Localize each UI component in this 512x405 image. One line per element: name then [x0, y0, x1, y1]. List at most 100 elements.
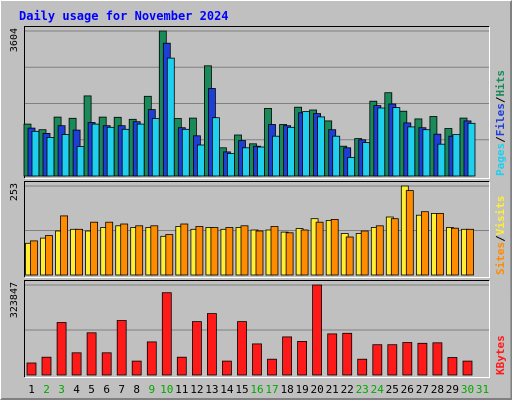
bar-sites-day-11	[180, 223, 189, 276]
bar-kbytes-day-4	[71, 352, 82, 376]
bar-pages-day-5	[91, 123, 100, 177]
bar-sites-day-16	[255, 230, 264, 276]
bar-kbytes-day-1	[26, 362, 37, 376]
x-tick-label-30: 30	[461, 383, 474, 396]
bar-kbytes-day-8	[131, 360, 142, 376]
x-tick-label-26: 26	[401, 383, 414, 396]
bar-kbytes-day-29	[447, 357, 458, 376]
bar-pages-day-10	[166, 57, 175, 177]
x-tick-label-17: 17	[265, 383, 278, 396]
bar-kbytes-day-12	[191, 321, 202, 376]
bar-pages-day-6	[106, 126, 115, 177]
bar-pages-day-14	[226, 153, 235, 177]
bar-sites-day-13	[210, 227, 219, 276]
chart-title: Daily usage for November 2024	[19, 9, 229, 23]
x-tick-label-3: 3	[58, 383, 65, 396]
bar-sites-day-22	[345, 236, 354, 276]
panel-middle-border-light	[24, 181, 490, 278]
bar-sites-day-27	[420, 211, 429, 276]
bar-sites-day-3	[60, 215, 68, 276]
x-tick-label-6: 6	[103, 383, 110, 396]
bar-sites-day-20	[315, 221, 324, 276]
bar-kbytes-day-16	[252, 343, 262, 376]
x-tick-label-8: 8	[133, 383, 140, 396]
bar-sites-day-23	[360, 230, 369, 276]
bar-kbytes-day-17	[267, 358, 277, 376]
x-tick-label-9: 9	[148, 383, 155, 396]
bar-pages-day-3	[61, 134, 70, 177]
panel-middle-border-dark	[24, 181, 490, 278]
bar-kbytes-day-5	[86, 332, 97, 376]
bar-pages-day-16	[257, 146, 265, 177]
bar-sites-day-26	[405, 190, 414, 276]
x-tick-label-13: 13	[205, 383, 218, 396]
x-tick-label-22: 22	[341, 383, 354, 396]
bar-kbytes-day-15	[237, 321, 247, 376]
bar-sites-day-19	[300, 229, 309, 276]
x-tick-label-15: 15	[235, 383, 248, 396]
bar-kbytes-day-28	[432, 342, 443, 376]
bar-sites-day-18	[285, 232, 294, 276]
bar-sites-day-10	[165, 234, 174, 276]
bar-kbytes-day-24	[372, 344, 383, 376]
bar-pages-day-30	[467, 122, 476, 177]
legend-kbytes: KBytes	[494, 335, 507, 375]
bar-pages-day-2	[46, 136, 55, 177]
bar-kbytes-day-9	[146, 341, 157, 376]
x-tick-label-10: 10	[160, 383, 173, 396]
bar-sites-day-1	[30, 240, 38, 276]
x-tick-label-11: 11	[175, 383, 188, 396]
x-tick-label-12: 12	[190, 383, 203, 396]
x-tick-label-18: 18	[280, 383, 293, 396]
bar-pages-day-23	[362, 142, 371, 177]
bar-kbytes-day-3	[56, 322, 67, 376]
x-tick-label-25: 25	[386, 383, 399, 396]
bar-kbytes-day-21	[327, 333, 338, 376]
bar-pages-day-18	[287, 126, 296, 177]
bar-sites-day-17	[270, 226, 279, 276]
bar-sites-day-5	[90, 221, 98, 276]
bar-pages-day-13	[211, 117, 220, 177]
bar-sites-day-7	[120, 223, 129, 276]
bar-sites-day-6	[105, 221, 114, 276]
legend-files: Files	[494, 103, 507, 136]
bar-kbytes-day-30	[462, 360, 473, 376]
panel-bottom-ymax-label: 323847	[9, 282, 20, 318]
bar-kbytes-day-2	[41, 356, 52, 376]
bar-sites-day-30	[466, 228, 474, 276]
bar-kbytes-day-23	[357, 358, 368, 376]
x-tick-label-7: 7	[118, 383, 125, 396]
legend-hits: Hits	[494, 70, 507, 97]
x-tick-label-27: 27	[416, 383, 429, 396]
x-tick-label-20: 20	[310, 383, 323, 396]
legend-visits: Visits	[494, 196, 507, 236]
bar-pages-day-26	[407, 126, 416, 177]
panel-top-series-labels: Pages/Files/Hits	[494, 70, 507, 176]
panel-middle-series-labels: Sites/Visits	[494, 196, 507, 276]
bar-pages-day-22	[347, 157, 356, 177]
x-tick-label-1: 1	[28, 383, 35, 396]
bar-pages-day-29	[452, 134, 461, 177]
legend-sites: Sites	[494, 242, 507, 275]
panel-bottom-border-dark	[24, 280, 490, 378]
bar-pages-day-12	[196, 144, 205, 177]
bar-sites-day-14	[225, 227, 234, 276]
bar-sites-day-24	[375, 225, 384, 276]
bar-kbytes-day-26	[402, 342, 413, 376]
bar-kbytes-day-7	[116, 320, 127, 376]
panel-bottom-border-light	[24, 280, 490, 378]
x-tick-label-19: 19	[295, 383, 308, 396]
x-tick-label-2: 2	[43, 383, 50, 396]
label-separator: /	[494, 235, 507, 242]
bar-pages-day-11	[181, 128, 190, 177]
x-tick-label-21: 21	[326, 383, 339, 396]
bar-kbytes-day-6	[101, 352, 112, 376]
bar-pages-day-27	[422, 129, 431, 177]
bar-kbytes-day-18	[282, 336, 293, 376]
bar-sites-day-8	[135, 225, 144, 276]
bar-pages-day-15	[242, 147, 250, 177]
